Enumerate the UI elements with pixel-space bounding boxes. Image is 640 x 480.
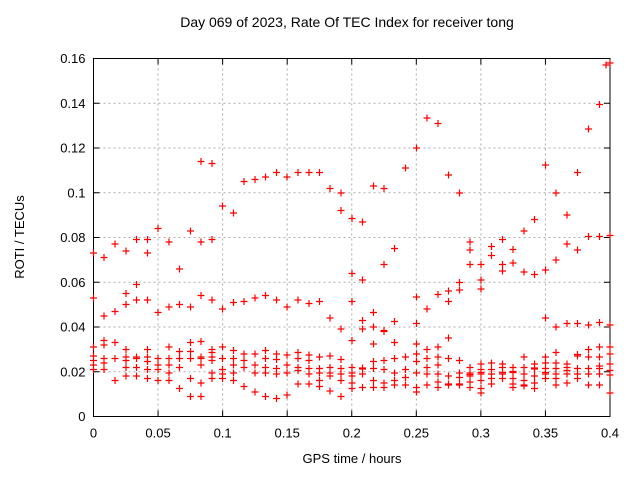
scatter-plus-markers (90, 59, 614, 402)
y-tick-label: 0.08 (60, 230, 85, 245)
y-tick-label: 0 (78, 409, 85, 424)
grid-lines (93, 58, 610, 417)
x-tick-label: 0.2 (343, 426, 361, 441)
axis-ticks (93, 58, 611, 417)
x-axis-label: GPS time / hours (303, 451, 402, 466)
x-tick-label: 0 (90, 426, 97, 441)
y-tick-label: 0.04 (60, 320, 85, 335)
x-tick-label: 0.35 (533, 426, 558, 441)
y-tick-label: 0.12 (60, 141, 85, 156)
y-axis-label: ROTI / TECUs (12, 195, 27, 279)
plot-frame (93, 58, 611, 417)
x-tick-label: 0.1 (214, 426, 232, 441)
x-tick-label: 0.3 (472, 426, 490, 441)
y-tick-label: 0.06 (60, 275, 85, 290)
x-tick-label: 0.05 (145, 426, 170, 441)
y-tick-label: 0.1 (67, 185, 85, 200)
x-tick-label: 0.4 (601, 426, 619, 441)
data-points (90, 59, 614, 402)
y-tick-label: 0.16 (60, 51, 85, 66)
plot-border (93, 58, 611, 417)
chart-title: Day 069 of 2023, Rate Of TEC Index for r… (180, 14, 514, 30)
x-tick-labels: 0 0.05 0.1 0.15 0.2 0.25 0.3 0.35 0.4 (90, 426, 619, 441)
y-tick-labels: 0 0.02 0.04 0.06 0.08 0.1 0.12 0.14 0.16 (60, 51, 85, 424)
x-tick-label: 0.25 (404, 426, 429, 441)
y-tick-label: 0.14 (60, 96, 85, 111)
x-tick-label: 0.15 (275, 426, 300, 441)
y-tick-label: 0.02 (60, 364, 85, 379)
